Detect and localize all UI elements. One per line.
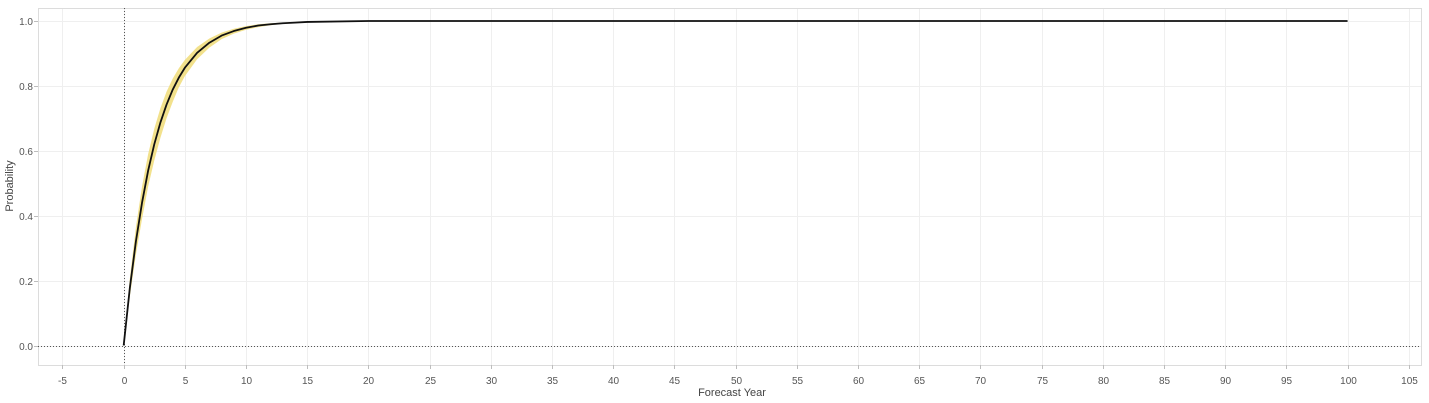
y-axis-title: Probability: [4, 160, 16, 212]
x-axis-ticks: -5 0 5 10 15 20 25 30 35 40 45 50 55 60 65 70 75 80 85 90 95…: [58, 365, 1418, 387]
y-tick-label: 1.0: [19, 17, 33, 28]
x-tick-label: 15: [302, 376, 314, 387]
x-tick-label: 105: [1401, 376, 1418, 387]
x-tick-label: 70: [975, 376, 987, 387]
x-tick-label: 30: [486, 376, 498, 387]
probability-line: [122, 20, 1348, 346]
x-tick-label: 65: [914, 376, 926, 387]
x-tick-label: 75: [1037, 376, 1049, 387]
x-tick-label: 85: [1159, 376, 1171, 387]
x-tick-label: 95: [1281, 376, 1293, 387]
x-tick-label: 80: [1098, 376, 1110, 387]
x-tick-label: -5: [58, 376, 67, 387]
y-tick-label: 0.6: [19, 147, 33, 158]
y-tick-label: 0.2: [19, 277, 33, 288]
x-tick-label: 5: [183, 376, 189, 387]
reference-lines: [38, 8, 1421, 365]
x-tick-label: 35: [547, 376, 559, 387]
x-tick-label: 45: [669, 376, 681, 387]
x-tick-label: 0: [122, 376, 128, 387]
x-tick-label: 100: [1340, 376, 1357, 387]
x-tick-label: 50: [731, 376, 743, 387]
x-tick-label: 60: [853, 376, 865, 387]
x-tick-label: 40: [608, 376, 620, 387]
plot-frame: [38, 8, 1422, 366]
y-tick-label: 0.8: [19, 82, 33, 93]
x-tick-label: 20: [363, 376, 375, 387]
y-tick-label: 0.4: [19, 212, 33, 223]
x-tick-label: 25: [425, 376, 437, 387]
y-tick-label: 0.0: [19, 342, 33, 353]
y-axis-ticks: 0.0 0.2 0.4 0.6 0.8 1.0: [19, 17, 38, 353]
x-axis-title: Forecast Year: [698, 387, 766, 399]
x-tick-label: 90: [1220, 376, 1232, 387]
gridlines: [38, 8, 1421, 365]
probability-line-layer: [122, 20, 1348, 346]
x-tick-label: 10: [241, 376, 253, 387]
x-tick-label: 55: [792, 376, 804, 387]
